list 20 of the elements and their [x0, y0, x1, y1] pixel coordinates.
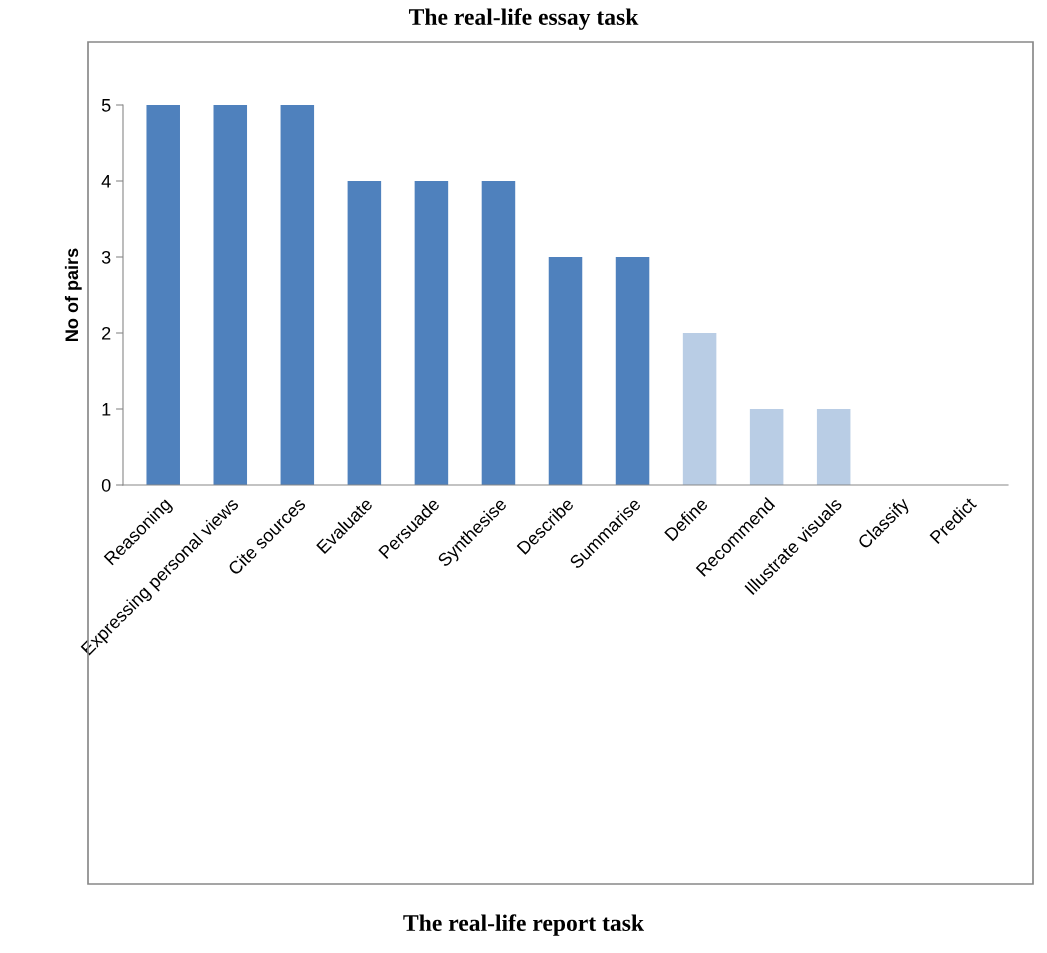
bar: [414, 181, 449, 485]
bar: [146, 105, 180, 485]
bar: [213, 105, 248, 485]
y-tick-label: 2: [102, 326, 111, 340]
y-axis-title: No of pairs: [64, 248, 82, 341]
chart-title: The real-life essay task: [408, 8, 639, 30]
y-tick-label: 3: [101, 250, 111, 264]
bar: [749, 409, 784, 485]
y-tick-label: 4: [101, 175, 111, 188]
y-tick-label: 0: [101, 478, 111, 492]
y-tick-label: 1: [102, 403, 111, 416]
bar: [481, 181, 516, 485]
bar: [816, 409, 851, 485]
text: The real-life report task: [403, 914, 645, 936]
bar: [682, 333, 717, 485]
bar: [548, 257, 583, 485]
y-tick-label: 5: [101, 99, 111, 112]
bar: [347, 181, 382, 485]
bar: [615, 257, 650, 485]
bar: [280, 105, 315, 485]
